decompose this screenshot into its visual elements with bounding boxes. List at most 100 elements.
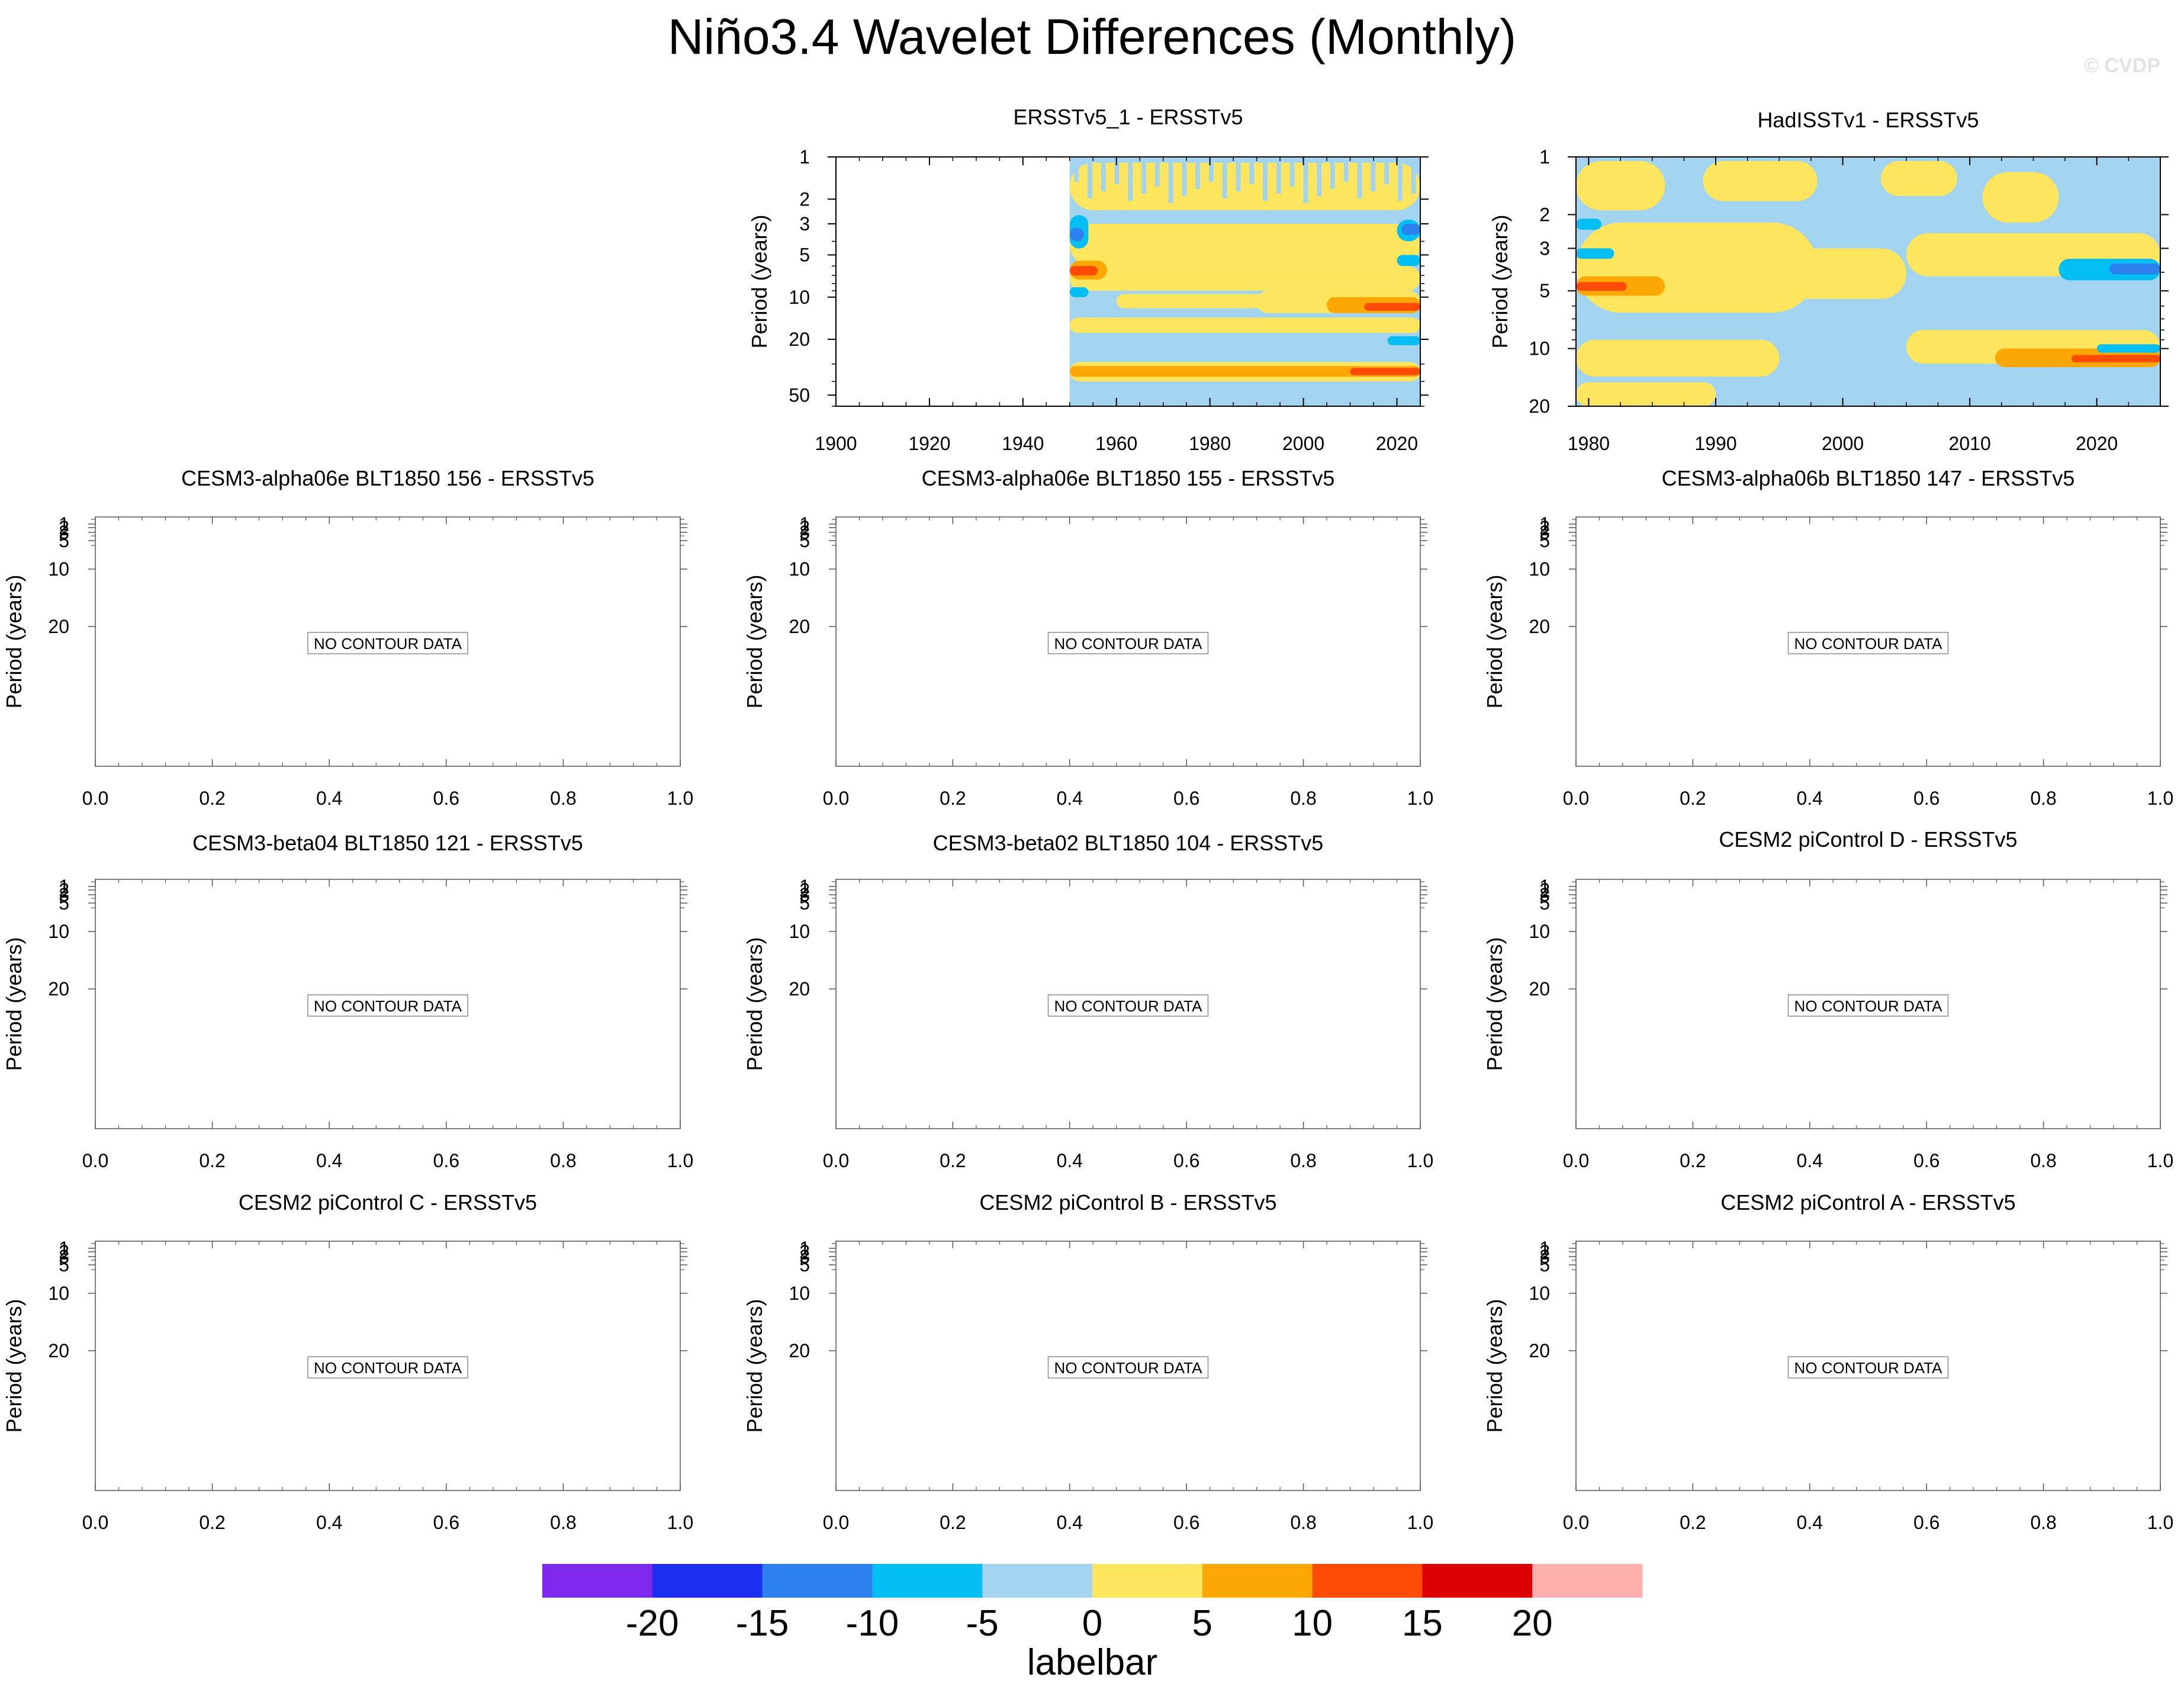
y-tick-label: 5: [59, 892, 69, 914]
y-tick-label: 2: [1539, 1241, 1550, 1262]
panel-title: CESM2 piControl D - ERSSTv5: [1719, 827, 2017, 852]
y-tick-label: 2: [59, 879, 69, 901]
x-tick-label: 0.2: [1680, 788, 1706, 809]
y-tick-label: 10: [48, 1283, 69, 1304]
y-axis-label: Period (years): [1482, 937, 1507, 1071]
y-tick-label: 1: [1539, 876, 1550, 897]
contour-stripe: [1087, 162, 1092, 198]
y-tick-label: 2: [59, 517, 69, 538]
x-tick-label: 1940: [1002, 433, 1044, 454]
labelbar-swatch: [872, 1564, 983, 1598]
y-tick-label: 2: [799, 1241, 810, 1262]
no-data-message: NO CONTOUR DATA: [1794, 1359, 1943, 1377]
no-data-box: [307, 1356, 468, 1379]
x-tick-label: 0.4: [1797, 1150, 1823, 1171]
contour-stripe: [1141, 162, 1147, 194]
y-tick-label: 20: [789, 329, 810, 350]
y-tick-label: 1: [59, 513, 69, 535]
x-tick-label: 1920: [908, 433, 950, 454]
y-tick-label: 3: [799, 884, 810, 905]
x-tick-label: 1.0: [1407, 1512, 1433, 1533]
x-tick-label: 0.2: [940, 788, 966, 809]
contour-stripe: [1208, 162, 1214, 182]
x-tick-label: 0.8: [2030, 1150, 2056, 1171]
contour-stripe: [1074, 162, 1079, 182]
y-tick-label: 10: [789, 921, 810, 942]
x-tick-label: 0.6: [1173, 788, 1199, 809]
x-tick-label: 0.6: [1913, 1512, 1939, 1533]
contour-stripe: [1128, 162, 1133, 201]
contour-region: [1069, 317, 1420, 333]
x-tick-label: 0.6: [433, 1512, 459, 1533]
x-tick-label: 0.4: [1797, 788, 1823, 809]
y-tick-label: 3: [59, 1246, 69, 1267]
x-tick-label: 1960: [1095, 433, 1137, 454]
x-tick-label: 0.4: [316, 788, 342, 809]
no-data-box: [307, 994, 468, 1017]
x-tick-label: 0.2: [1680, 1512, 1706, 1533]
x-tick-label: 0.4: [1057, 1512, 1083, 1533]
x-tick-label: 0.4: [1057, 788, 1083, 809]
plot-frame: [835, 1241, 1421, 1491]
y-tick-label: 20: [1529, 396, 1550, 417]
x-tick-label: 1.0: [1407, 788, 1433, 809]
plot-frame: [835, 516, 1421, 767]
y-tick-label: 2: [1539, 517, 1550, 538]
x-tick-label: 0.8: [550, 1150, 576, 1171]
y-tick-label: 5: [799, 1254, 810, 1276]
y-tick-label: 1: [59, 1238, 69, 1259]
contour-stripe: [1411, 162, 1416, 194]
x-tick-label: 1990: [1694, 433, 1736, 454]
x-tick-label: 0.8: [2030, 788, 2056, 809]
panel-p5: CESM3-alpha06b BLT1850 147 - ERSSTv5 Peri…: [1482, 466, 2173, 809]
contour-stripe: [1182, 162, 1187, 196]
contour-region: [1069, 162, 1420, 211]
contour-region: [1364, 303, 1420, 311]
y-tick-label: 5: [1539, 530, 1550, 551]
contour-stripe: [1289, 162, 1295, 187]
no-data-message: NO CONTOUR DATA: [314, 997, 462, 1015]
x-tick-label: 0.0: [1563, 788, 1589, 809]
panel-title: CESM2 piControl B - ERSSTv5: [979, 1190, 1276, 1215]
x-tick-label: 0.0: [823, 1512, 849, 1533]
contour-region: [2071, 355, 2160, 362]
x-tick-label: 1.0: [2147, 1150, 2173, 1171]
y-tick-label: 20: [48, 978, 69, 1000]
labelbar-tick-label: -15: [736, 1603, 789, 1644]
contour-region: [1880, 160, 1957, 197]
y-tick-label: 1: [1539, 513, 1550, 535]
contour-region: [1069, 287, 1089, 297]
labelbar-swatch: [1312, 1564, 1423, 1598]
contour-region: [1350, 368, 1420, 375]
x-tick-label: 1980: [1189, 433, 1231, 454]
contour-stripe: [1249, 162, 1255, 184]
no-data-box: [1047, 1356, 1209, 1379]
contour-stripe: [1397, 162, 1403, 201]
contour-region: [1982, 172, 2059, 223]
y-axis-label: Period (years): [1482, 1299, 1507, 1432]
x-tick-label: 0.0: [82, 1512, 108, 1533]
y-axis-label: Period (years): [742, 574, 767, 708]
panel-title: CESM3-beta02 BLT1850 104 - ERSSTv5: [933, 831, 1324, 855]
x-tick-label: 0.2: [199, 1150, 225, 1171]
y-tick-label: 2: [59, 1241, 69, 1262]
y-tick-label: 20: [1529, 1340, 1550, 1361]
y-tick-label: 2: [799, 188, 810, 210]
labelbar-tick-label: -5: [966, 1603, 999, 1644]
x-tick-label: 0.2: [1680, 1150, 1706, 1171]
x-tick-label: 0.2: [940, 1512, 966, 1533]
contour-stripe: [1384, 162, 1389, 184]
no-data-box: [307, 632, 468, 654]
y-tick-label: 3: [1539, 522, 1550, 543]
y-tick-label: 1: [799, 146, 810, 168]
labelbar-title: labelbar: [1027, 1642, 1158, 1683]
contour-region: [1069, 266, 1098, 276]
y-tick-label: 5: [59, 530, 69, 551]
contour-field: [1069, 157, 1420, 406]
x-tick-label: 0.0: [823, 1150, 849, 1171]
y-tick-label: 3: [799, 1246, 810, 1267]
no-data-message: NO CONTOUR DATA: [1794, 997, 1943, 1015]
y-tick-label: 1: [1539, 146, 1550, 168]
labelbar-swatch: [1422, 1564, 1533, 1598]
contour-region: [1069, 366, 1420, 377]
